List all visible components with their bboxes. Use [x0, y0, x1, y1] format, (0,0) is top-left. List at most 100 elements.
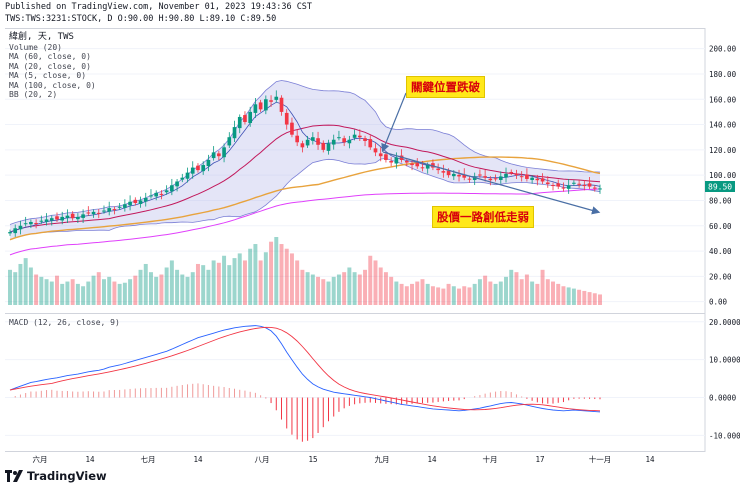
candle-body	[154, 192, 159, 197]
candle-body	[326, 143, 331, 151]
candle-body	[175, 181, 179, 187]
volume-bar	[566, 287, 571, 305]
legend-bb[interactable]: BB (20, 2)	[9, 90, 58, 99]
legend-ma20[interactable]: MA (20, close, 0)	[9, 61, 91, 71]
time-tick-label: 十一月	[589, 454, 612, 464]
downtrend-arrow	[382, 151, 601, 215]
symbol-ohlc-line: TWS:TWS:3231:STOCK, D O:90.00 H:90.80 L:…	[5, 14, 277, 24]
ma60-line	[9, 156, 601, 241]
candle-body	[436, 168, 440, 171]
volume-bar	[133, 275, 138, 305]
volume-bar	[357, 274, 362, 305]
volume-bar	[148, 272, 153, 305]
price-tick-label: 80.00	[709, 196, 732, 205]
volume-bar	[34, 274, 39, 305]
volume-bar	[248, 248, 253, 305]
volume-bar	[524, 274, 529, 305]
volume-bar	[336, 274, 341, 305]
candle-body	[102, 210, 106, 212]
volume-bar	[206, 269, 211, 305]
candle-body	[86, 212, 91, 214]
volume-bar	[138, 269, 143, 305]
tradingview-brand: TradingView	[27, 469, 107, 483]
candle-body	[13, 228, 18, 234]
legend-ma60[interactable]: MA (60, close, 0)	[9, 52, 91, 61]
candle-body	[598, 188, 602, 190]
candle-body	[34, 222, 38, 224]
candle-body	[514, 173, 519, 176]
price-chart[interactable]: 200.00 180.00 160.00 140.00 120.00 100.00 80.0…	[0, 28, 740, 313]
candle-body	[227, 137, 232, 146]
candle-body	[143, 197, 148, 202]
candle-body	[243, 115, 247, 123]
volume-bar	[86, 281, 91, 305]
volume-bar	[368, 255, 373, 305]
volume-bar	[112, 281, 117, 305]
time-tick-label: 14	[645, 455, 655, 464]
candle-body	[384, 154, 388, 160]
candle-body	[540, 178, 545, 182]
volume-bar	[169, 260, 174, 305]
candle-body	[509, 172, 514, 173]
volume-bar	[436, 287, 441, 305]
volume-bar	[18, 263, 23, 305]
candle-body	[190, 167, 195, 174]
time-tick-label: 十月	[483, 454, 498, 464]
candle-body	[462, 174, 467, 178]
candle-body	[561, 187, 566, 189]
volume-bar	[530, 281, 535, 305]
volume-bar	[347, 267, 352, 305]
volume-bar	[107, 276, 112, 305]
volume-bar	[295, 260, 300, 305]
volume-bar	[342, 272, 347, 305]
legend-volume[interactable]: Volume (20)	[9, 42, 62, 52]
candle-body	[123, 204, 127, 208]
candle-body	[342, 138, 346, 143]
ma20-line	[9, 124, 601, 233]
macd-line	[9, 325, 601, 413]
legend-ma5[interactable]: MA (5, close, 0)	[9, 71, 87, 80]
candle-body	[44, 219, 49, 222]
macd-legend[interactable]: MACD (12, 26, close, 9)	[9, 318, 120, 327]
candle-body	[493, 178, 498, 180]
legend-ma100[interactable]: MA (100, close, 0)	[9, 80, 96, 90]
candle-body	[300, 143, 305, 148]
candle-body	[201, 165, 206, 172]
candle-body	[112, 209, 117, 211]
candle-body	[556, 183, 561, 187]
candle-body	[587, 183, 592, 187]
volume-bar	[561, 286, 566, 305]
volume-bar	[164, 267, 169, 305]
volume-bar	[263, 252, 268, 305]
macd-chart[interactable]: 20.0000 10.0000 0.0000 -10.0000	[0, 313, 740, 452]
candle-body	[467, 178, 472, 180]
breakdown-arrow	[381, 92, 407, 153]
volume-bar	[28, 267, 33, 305]
candle-body	[483, 176, 487, 178]
candle-body	[498, 176, 503, 180]
price-tick-label: 0.00	[709, 298, 728, 307]
volume-bar	[8, 269, 12, 305]
volume-bar	[389, 276, 394, 305]
candle-body	[305, 139, 310, 146]
volume-bar	[467, 287, 472, 305]
time-axis[interactable]: 六月 14 七月 14 八月 15 九月 14 十月 17 十一月 14	[0, 452, 740, 466]
candle-body	[284, 112, 289, 125]
candle-body	[91, 211, 96, 215]
bollinger-band-fill	[10, 80, 600, 240]
volume-bar	[577, 289, 582, 305]
volume-bar	[269, 241, 274, 305]
volume-bar	[415, 281, 420, 305]
volume-bar	[289, 253, 294, 305]
macd-chart-bg	[0, 313, 740, 452]
candle-body	[331, 139, 336, 145]
volume-bar	[571, 288, 576, 305]
volume-bar	[81, 286, 86, 305]
price-tick-label: 200.00	[709, 45, 737, 54]
candle-body	[373, 148, 378, 153]
price-tick-label: 100.00	[709, 171, 737, 180]
time-tick-label: 14	[427, 455, 437, 464]
candle-body	[274, 96, 279, 100]
volume-bar	[122, 282, 127, 305]
candle-body	[357, 135, 362, 138]
